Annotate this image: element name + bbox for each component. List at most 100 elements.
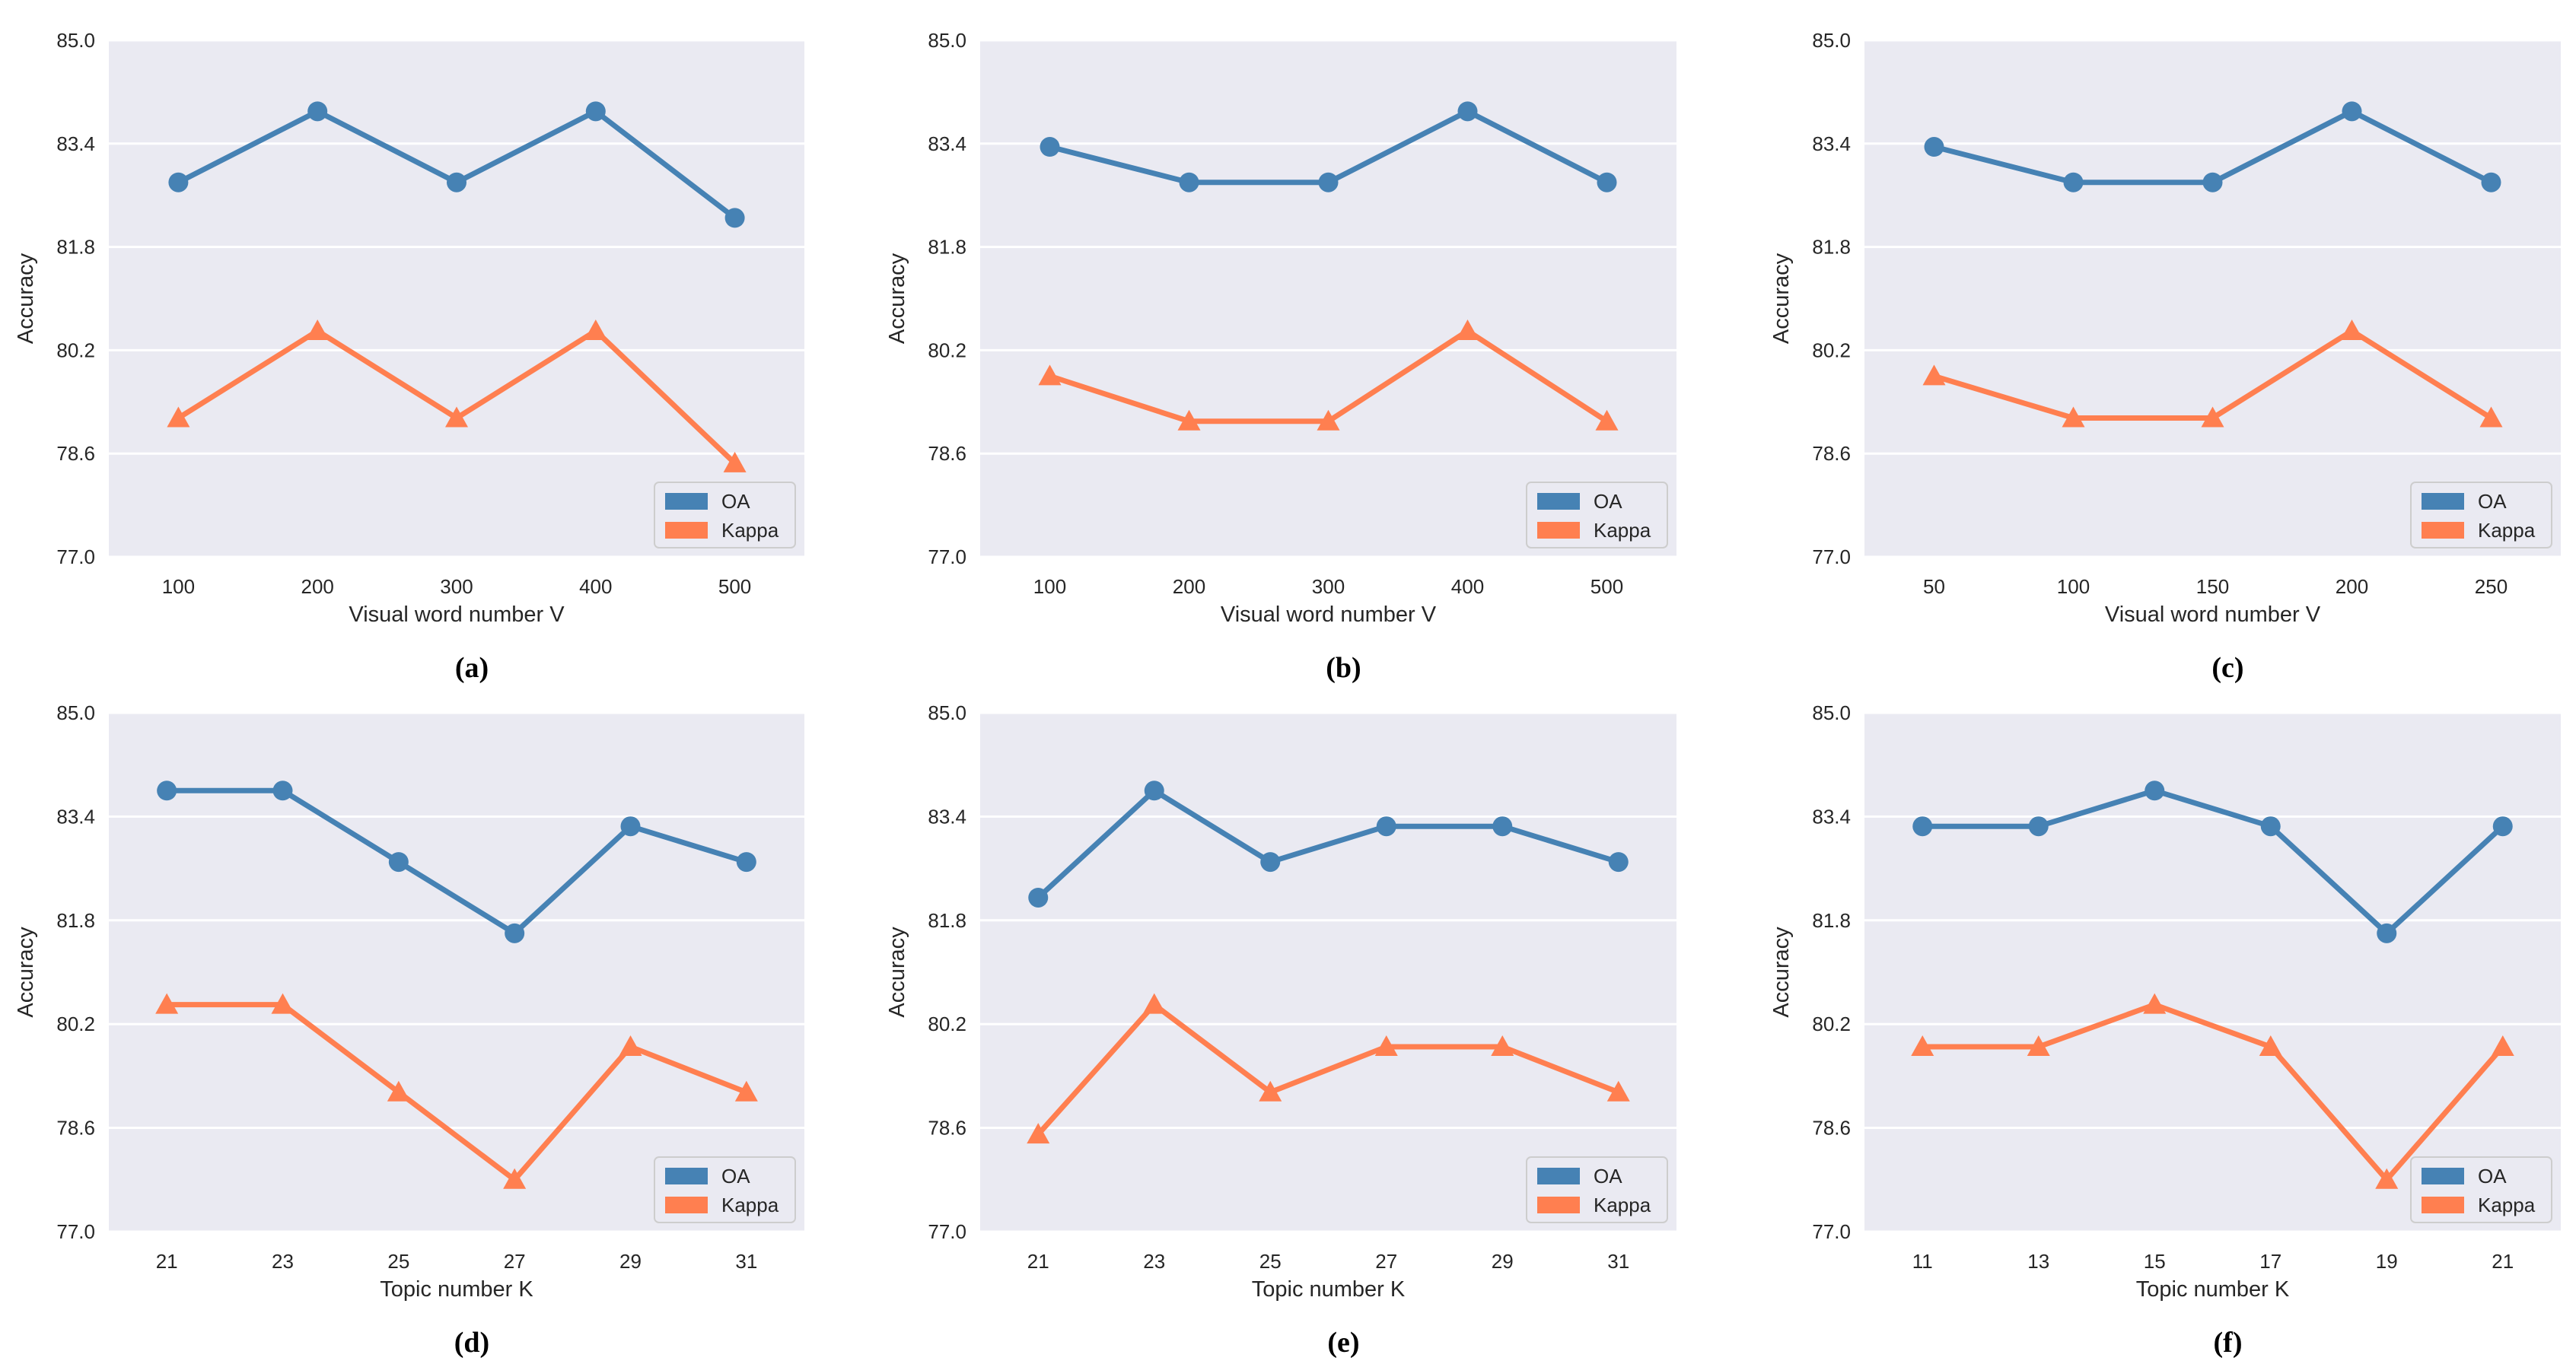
data-point-kappa — [1142, 993, 1166, 1014]
plot-area — [980, 713, 1676, 1232]
legend-swatch-oa — [665, 1168, 708, 1184]
y-axis-label: Accuracy — [14, 253, 38, 344]
plot-area — [1864, 40, 2561, 557]
y-axis-label: Accuracy — [1769, 253, 1794, 344]
legend-label-oa: OA — [2478, 490, 2507, 513]
legend: OA Kappa — [1526, 1156, 1668, 1223]
legend-label-kappa: Kappa — [1594, 1194, 1651, 1216]
data-point-kappa — [167, 406, 190, 428]
legend-label-oa: OA — [2478, 1165, 2507, 1188]
x-tick-label: 21 — [1027, 1250, 1049, 1273]
x-tick-label: 11 — [1912, 1250, 1933, 1273]
legend-swatch-oa — [2422, 1168, 2464, 1184]
data-point-oa — [585, 101, 606, 122]
legend-swatch-oa — [665, 493, 708, 510]
x-tick-label: 200 — [301, 575, 334, 598]
data-point-oa — [620, 816, 641, 837]
legend: OA Kappa — [1526, 482, 1668, 548]
y-tick-label: 78.6 — [928, 1117, 966, 1140]
x-axis-label: Topic number K — [1252, 1277, 1406, 1302]
data-point-oa — [2145, 781, 2165, 801]
legend-swatch-kappa — [1537, 1197, 1580, 1213]
data-point-oa — [1457, 101, 1478, 122]
plot-area — [109, 40, 804, 557]
data-point-oa — [1179, 172, 1199, 192]
data-point-kappa — [2201, 406, 2224, 428]
panel-label: (c) — [2211, 652, 2243, 684]
y-tick-label: 85.0 — [1812, 29, 1851, 52]
y-tick-label: 85.0 — [1812, 701, 1851, 724]
y-tick-label: 77.0 — [1812, 545, 1851, 568]
data-point-oa — [1376, 816, 1396, 837]
data-point-kappa — [619, 1035, 642, 1057]
x-tick-label: 29 — [1492, 1250, 1514, 1273]
panel-label: (b) — [1326, 652, 1361, 684]
legend: OA Kappa — [654, 1156, 796, 1223]
y-tick-label: 80.2 — [928, 1013, 966, 1035]
plot-area — [109, 713, 804, 1232]
legend-label-kappa: Kappa — [721, 519, 779, 542]
y-tick-label: 83.4 — [56, 805, 95, 828]
legend-label-oa: OA — [721, 1165, 750, 1188]
data-point-oa — [1260, 852, 1281, 873]
y-tick-label: 81.8 — [928, 909, 966, 932]
x-axis-label: Visual word number V — [2105, 603, 2321, 627]
data-point-oa — [168, 172, 189, 192]
y-tick-label: 81.8 — [1812, 236, 1851, 259]
data-point-kappa — [1922, 364, 1946, 386]
legend-swatch-kappa — [665, 522, 708, 539]
y-tick-label: 85.0 — [56, 701, 95, 724]
x-tick-label: 500 — [1590, 575, 1623, 598]
y-tick-label: 80.2 — [56, 1013, 95, 1035]
data-point-oa — [1028, 887, 1049, 908]
data-point-kappa — [306, 319, 330, 340]
x-axis-label: Topic number K — [380, 1277, 533, 1302]
legend-swatch-oa — [2422, 493, 2464, 510]
y-tick-label: 83.4 — [1812, 132, 1851, 155]
y-tick-label: 77.0 — [928, 1220, 966, 1243]
data-point-kappa — [1491, 1035, 1514, 1057]
x-tick-label: 300 — [1312, 575, 1345, 598]
x-tick-label: 23 — [1143, 1250, 1165, 1273]
plot-area — [980, 40, 1676, 557]
chart-panel-f: 77.0 78.6 80.2 81.8 83.4 85.0 11 13 15 17 19 21 Topi… — [1769, 701, 2561, 1359]
data-point-oa — [1318, 172, 1339, 192]
series-line-kappa — [1035, 1002, 1622, 1137]
data-point-kappa — [1317, 409, 1340, 431]
panel-label: (f) — [2214, 1327, 2243, 1359]
x-tick-label: 250 — [2475, 575, 2508, 598]
y-tick-label: 85.0 — [56, 29, 95, 52]
legend-label-kappa: Kappa — [2478, 1194, 2536, 1216]
data-point-oa — [272, 781, 293, 801]
legend-label-kappa: Kappa — [1594, 519, 1651, 542]
x-tick-label: 300 — [440, 575, 473, 598]
data-point-kappa — [2259, 1035, 2282, 1057]
y-tick-label: 83.4 — [928, 132, 966, 155]
x-tick-label: 27 — [1375, 1250, 1397, 1273]
data-point-kappa — [2143, 993, 2167, 1014]
x-tick-label: 100 — [2057, 575, 2090, 598]
y-tick-label: 77.0 — [928, 545, 966, 568]
legend-label-kappa: Kappa — [2478, 519, 2536, 542]
legend-swatch-kappa — [1537, 522, 1580, 539]
x-axis-label: Visual word number V — [1221, 603, 1437, 627]
data-point-oa — [447, 172, 466, 192]
data-point-kappa — [1606, 1080, 1630, 1102]
x-tick-label: 400 — [579, 575, 612, 598]
x-tick-label: 17 — [2259, 1250, 2281, 1273]
y-tick-label: 83.4 — [928, 805, 966, 828]
y-tick-label: 78.6 — [928, 442, 966, 465]
data-point-kappa — [2375, 1168, 2399, 1189]
x-tick-label: 200 — [2336, 575, 2368, 598]
legend-swatch-oa — [1537, 1168, 1580, 1184]
legend-swatch-kappa — [2422, 1197, 2464, 1213]
y-tick-label: 81.8 — [56, 909, 95, 932]
data-point-kappa — [1177, 409, 1201, 431]
x-tick-label: 15 — [2144, 1250, 2166, 1273]
series-line-oa — [1035, 787, 1622, 901]
data-point-kappa — [387, 1080, 410, 1102]
y-tick-label: 77.0 — [56, 1220, 95, 1243]
chart-panel-a: 77.0 78.6 80.2 81.8 83.4 85.0 100 200 300 400 500 V… — [14, 29, 804, 684]
data-point-kappa — [2479, 406, 2503, 428]
